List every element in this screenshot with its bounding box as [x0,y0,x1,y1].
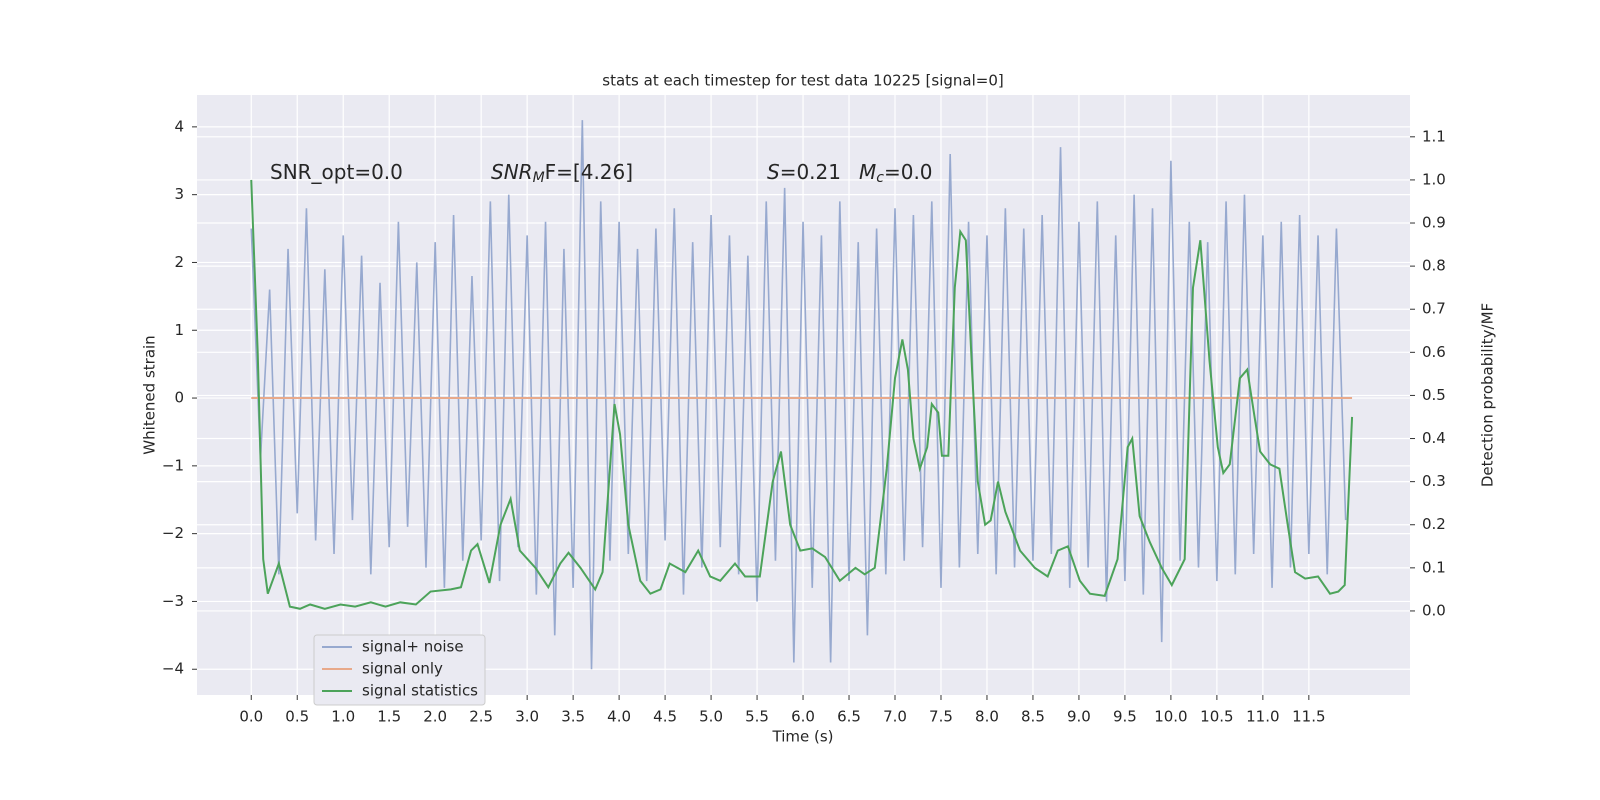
annotation: S=0.21 [767,160,841,184]
x-tick-label: 11.5 [1292,708,1325,726]
annotation-base: M [859,160,876,184]
x-tick-label: 3.5 [561,708,585,726]
annotation-base: SNR [491,160,533,184]
annotation-tail: =0.0 [884,160,933,184]
y2-tick-label: 0.9 [1422,214,1446,232]
x-tick-label: 7.0 [883,708,907,726]
y2-tick-label: 0.4 [1422,429,1446,447]
y2-axis-label: Detection probability/MF [1479,303,1497,487]
x-tick-label: 4.0 [607,708,631,726]
legend-box [313,634,486,706]
x-tick-label: 11.0 [1246,708,1279,726]
annotation: Mc=0.0 [859,160,933,187]
x-tick-label: 4.5 [653,708,677,726]
x-tick-label: 1.0 [331,708,355,726]
x-tick-label: 7.5 [929,708,953,726]
series-line [250,120,1347,670]
y-tick-label: −1 [162,456,184,474]
x-tick-label: 3.0 [515,708,539,726]
x-tick-label: 10.0 [1154,708,1187,726]
x-tick-label: 2.5 [469,708,493,726]
x-tick-label: 6.5 [837,708,861,726]
annotation-text: SNR_opt=0.0 [270,160,403,184]
x-tick-label: 1.5 [377,708,401,726]
x-tick-label: 10.5 [1200,708,1233,726]
y2-tick-label: 0.0 [1422,601,1446,619]
y-axis-label: Whitened strain [141,335,159,454]
x-tick-label: 9.5 [1113,708,1137,726]
chart-title: stats at each timestep for test data 102… [602,72,1003,90]
legend-label: signal only [362,660,443,678]
annotation: SNRMF=[4.26] [491,160,633,187]
y-tick-label: −3 [162,592,184,610]
y2-tick-label: 0.7 [1422,300,1446,318]
annotation-base: S [767,160,780,184]
annotation: SNR_opt=0.0 [270,160,403,184]
x-tick-label: 5.0 [699,708,723,726]
x-tick-label: 0.0 [239,708,263,726]
annotation-sub: M [533,170,545,186]
x-axis-label: Time (s) [772,728,834,746]
legend-label: signal+ noise [362,638,464,656]
x-tick-label: 8.5 [1021,708,1045,726]
legend-label: signal statistics [362,682,478,700]
x-tick-label: 5.5 [745,708,769,726]
y2-tick-label: 1.1 [1422,127,1446,145]
series-line [250,179,1354,610]
y2-tick-label: 0.5 [1422,386,1446,404]
y-tick-label: 4 [174,117,184,135]
y2-tick-label: 0.1 [1422,558,1446,576]
y2-tick-label: 0.6 [1422,343,1446,361]
annotation-tail: F=[4.26] [545,160,633,184]
y2-tick-label: 0.8 [1422,257,1446,275]
y-tick-label: −4 [162,660,184,678]
y-tick-label: 2 [174,253,184,271]
y2-tick-label: 1.0 [1422,170,1446,188]
annotation-tail: =0.21 [780,160,841,184]
x-tick-label: 2.0 [423,708,447,726]
annotation-sub: c [876,170,884,186]
x-tick-label: 6.0 [791,708,815,726]
x-tick-label: 0.5 [285,708,309,726]
x-tick-label: 9.0 [1067,708,1091,726]
y-tick-label: 1 [174,321,184,339]
x-tick-label: 8.0 [975,708,999,726]
y-tick-label: −2 [162,524,184,542]
y2-tick-label: 0.2 [1422,515,1446,533]
y-tick-label: 3 [174,185,184,203]
y-tick-label: 0 [174,389,184,407]
y2-tick-label: 0.3 [1422,472,1446,490]
